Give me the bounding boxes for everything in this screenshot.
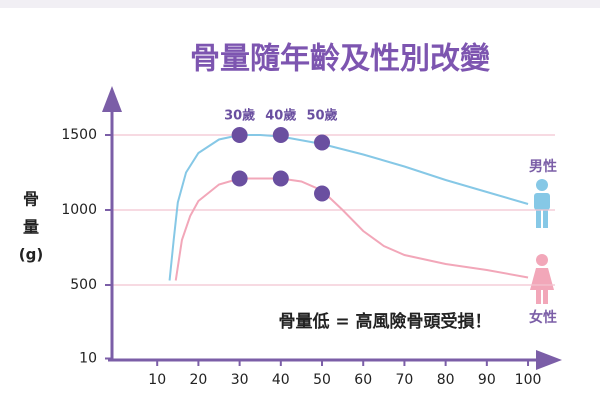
y-axis-arrow bbox=[102, 86, 122, 112]
highlight-dot bbox=[314, 185, 331, 202]
x-tick-label: 70 bbox=[396, 372, 414, 388]
y-axis-label: 骨 bbox=[23, 190, 39, 209]
x-tick-label: 100 bbox=[515, 372, 542, 388]
chart-title: 骨量隨年齡及性別改變 bbox=[190, 42, 490, 77]
highlight-dot bbox=[272, 127, 289, 143]
highlight-dot bbox=[314, 134, 331, 151]
x-tick-label: 10 bbox=[148, 372, 166, 388]
series-line bbox=[168, 134, 529, 281]
x-tick-label: 50 bbox=[313, 372, 331, 388]
y-tick-label: 1500 bbox=[61, 127, 97, 143]
y-axis-label: (g) bbox=[19, 246, 43, 264]
series-line bbox=[174, 177, 529, 281]
highlight-dot bbox=[231, 127, 248, 143]
y-tick-label: 500 bbox=[70, 277, 97, 293]
highlight-dot bbox=[231, 170, 248, 187]
age-label: 30歲 bbox=[224, 108, 255, 124]
female-icon bbox=[530, 254, 554, 304]
annotation: 骨量低 = 高風險骨頭受損！ bbox=[278, 311, 491, 332]
y-axis-label: 量 bbox=[23, 218, 39, 237]
age-label: 50歲 bbox=[306, 108, 337, 124]
x-axis-arrow bbox=[536, 350, 562, 370]
legend-label: 男性 bbox=[529, 158, 557, 175]
x-tick-label: 40 bbox=[272, 372, 290, 388]
age-label: 40歲 bbox=[265, 108, 296, 124]
legend-label: 女性 bbox=[529, 309, 557, 326]
top-strip bbox=[0, 0, 600, 8]
x-tick-label: 90 bbox=[478, 372, 496, 388]
x-tick-label: 80 bbox=[437, 372, 455, 388]
y-tick-label: 1000 bbox=[61, 202, 97, 218]
x-tick-label: 30 bbox=[231, 372, 249, 388]
y-tick-label: 10 bbox=[79, 351, 97, 367]
highlight-dot bbox=[272, 170, 289, 187]
x-tick-label: 60 bbox=[354, 372, 372, 388]
x-tick-label: 20 bbox=[189, 372, 207, 388]
male-icon bbox=[534, 179, 550, 228]
